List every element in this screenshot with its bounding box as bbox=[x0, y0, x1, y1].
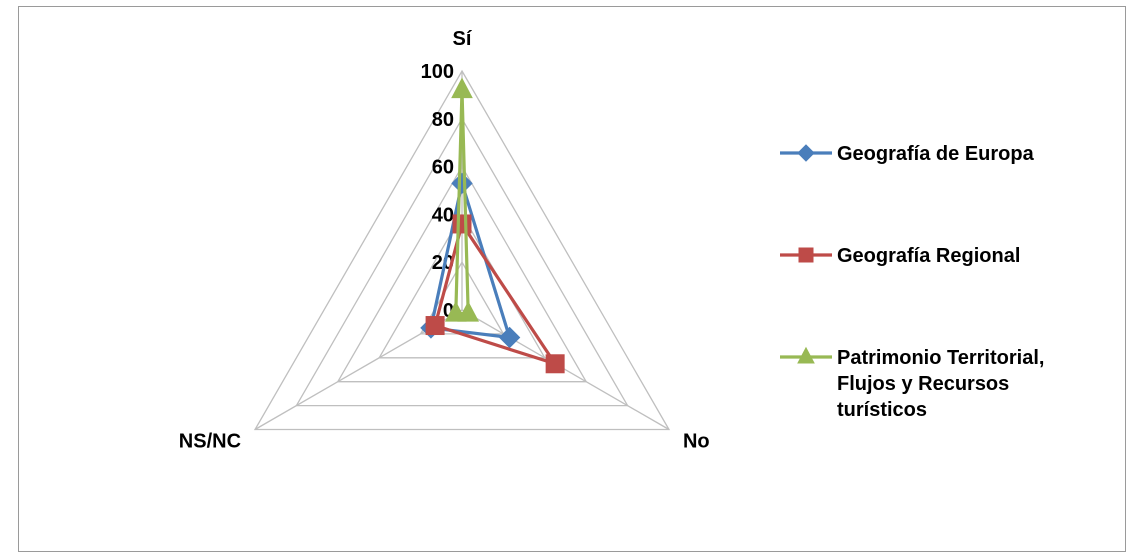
tick-label: 60 bbox=[432, 157, 454, 179]
axis-spoke bbox=[461, 309, 670, 431]
grid-ring bbox=[253, 69, 671, 431]
tick-label: 80 bbox=[432, 109, 454, 131]
data-point-square bbox=[545, 354, 565, 374]
tick-label: 20 bbox=[432, 252, 454, 274]
series-layer bbox=[420, 77, 565, 374]
legend: Geografía de Europa Geografía Regional Pat… bbox=[780, 143, 1044, 421]
data-point-diamond bbox=[797, 144, 815, 162]
axis-labels: Sí No NS/NC bbox=[179, 28, 710, 453]
legend-label: Geografía Regional bbox=[837, 245, 1020, 267]
data-point-diamond bbox=[498, 326, 521, 349]
data-point-square bbox=[452, 214, 472, 234]
radial-tick-labels: 0 20 40 60 80 100 bbox=[421, 61, 454, 322]
axis-label: No bbox=[683, 431, 710, 453]
legend-item: Patrimonio Territorial, Flujos y Recursos… bbox=[780, 346, 1044, 421]
tick-label: 0 bbox=[443, 300, 454, 322]
data-point-diamond bbox=[451, 172, 473, 195]
grid-ring bbox=[295, 117, 629, 407]
legend-label: Geografía de Europa bbox=[837, 143, 1035, 165]
data-point-triangle bbox=[797, 346, 815, 364]
data-point-triangle bbox=[444, 301, 467, 322]
data-point-triangle bbox=[451, 77, 473, 99]
data-point-square bbox=[425, 316, 445, 336]
legend-label: Patrimonio Territorial, Flujos y Recursos… bbox=[837, 347, 1044, 421]
chart-frame bbox=[18, 6, 1126, 552]
series-group bbox=[444, 77, 480, 322]
tick-label: 40 bbox=[432, 204, 454, 226]
legend-item: Geografía de Europa bbox=[780, 143, 1035, 165]
data-point-square bbox=[798, 247, 814, 263]
legend-item: Geografía Regional bbox=[780, 245, 1020, 267]
series-line bbox=[433, 222, 557, 366]
grid-ring bbox=[336, 165, 588, 383]
axis-label: NS/NC bbox=[179, 431, 241, 453]
axis-label: Sí bbox=[453, 28, 473, 50]
tick-label: 100 bbox=[421, 61, 454, 83]
